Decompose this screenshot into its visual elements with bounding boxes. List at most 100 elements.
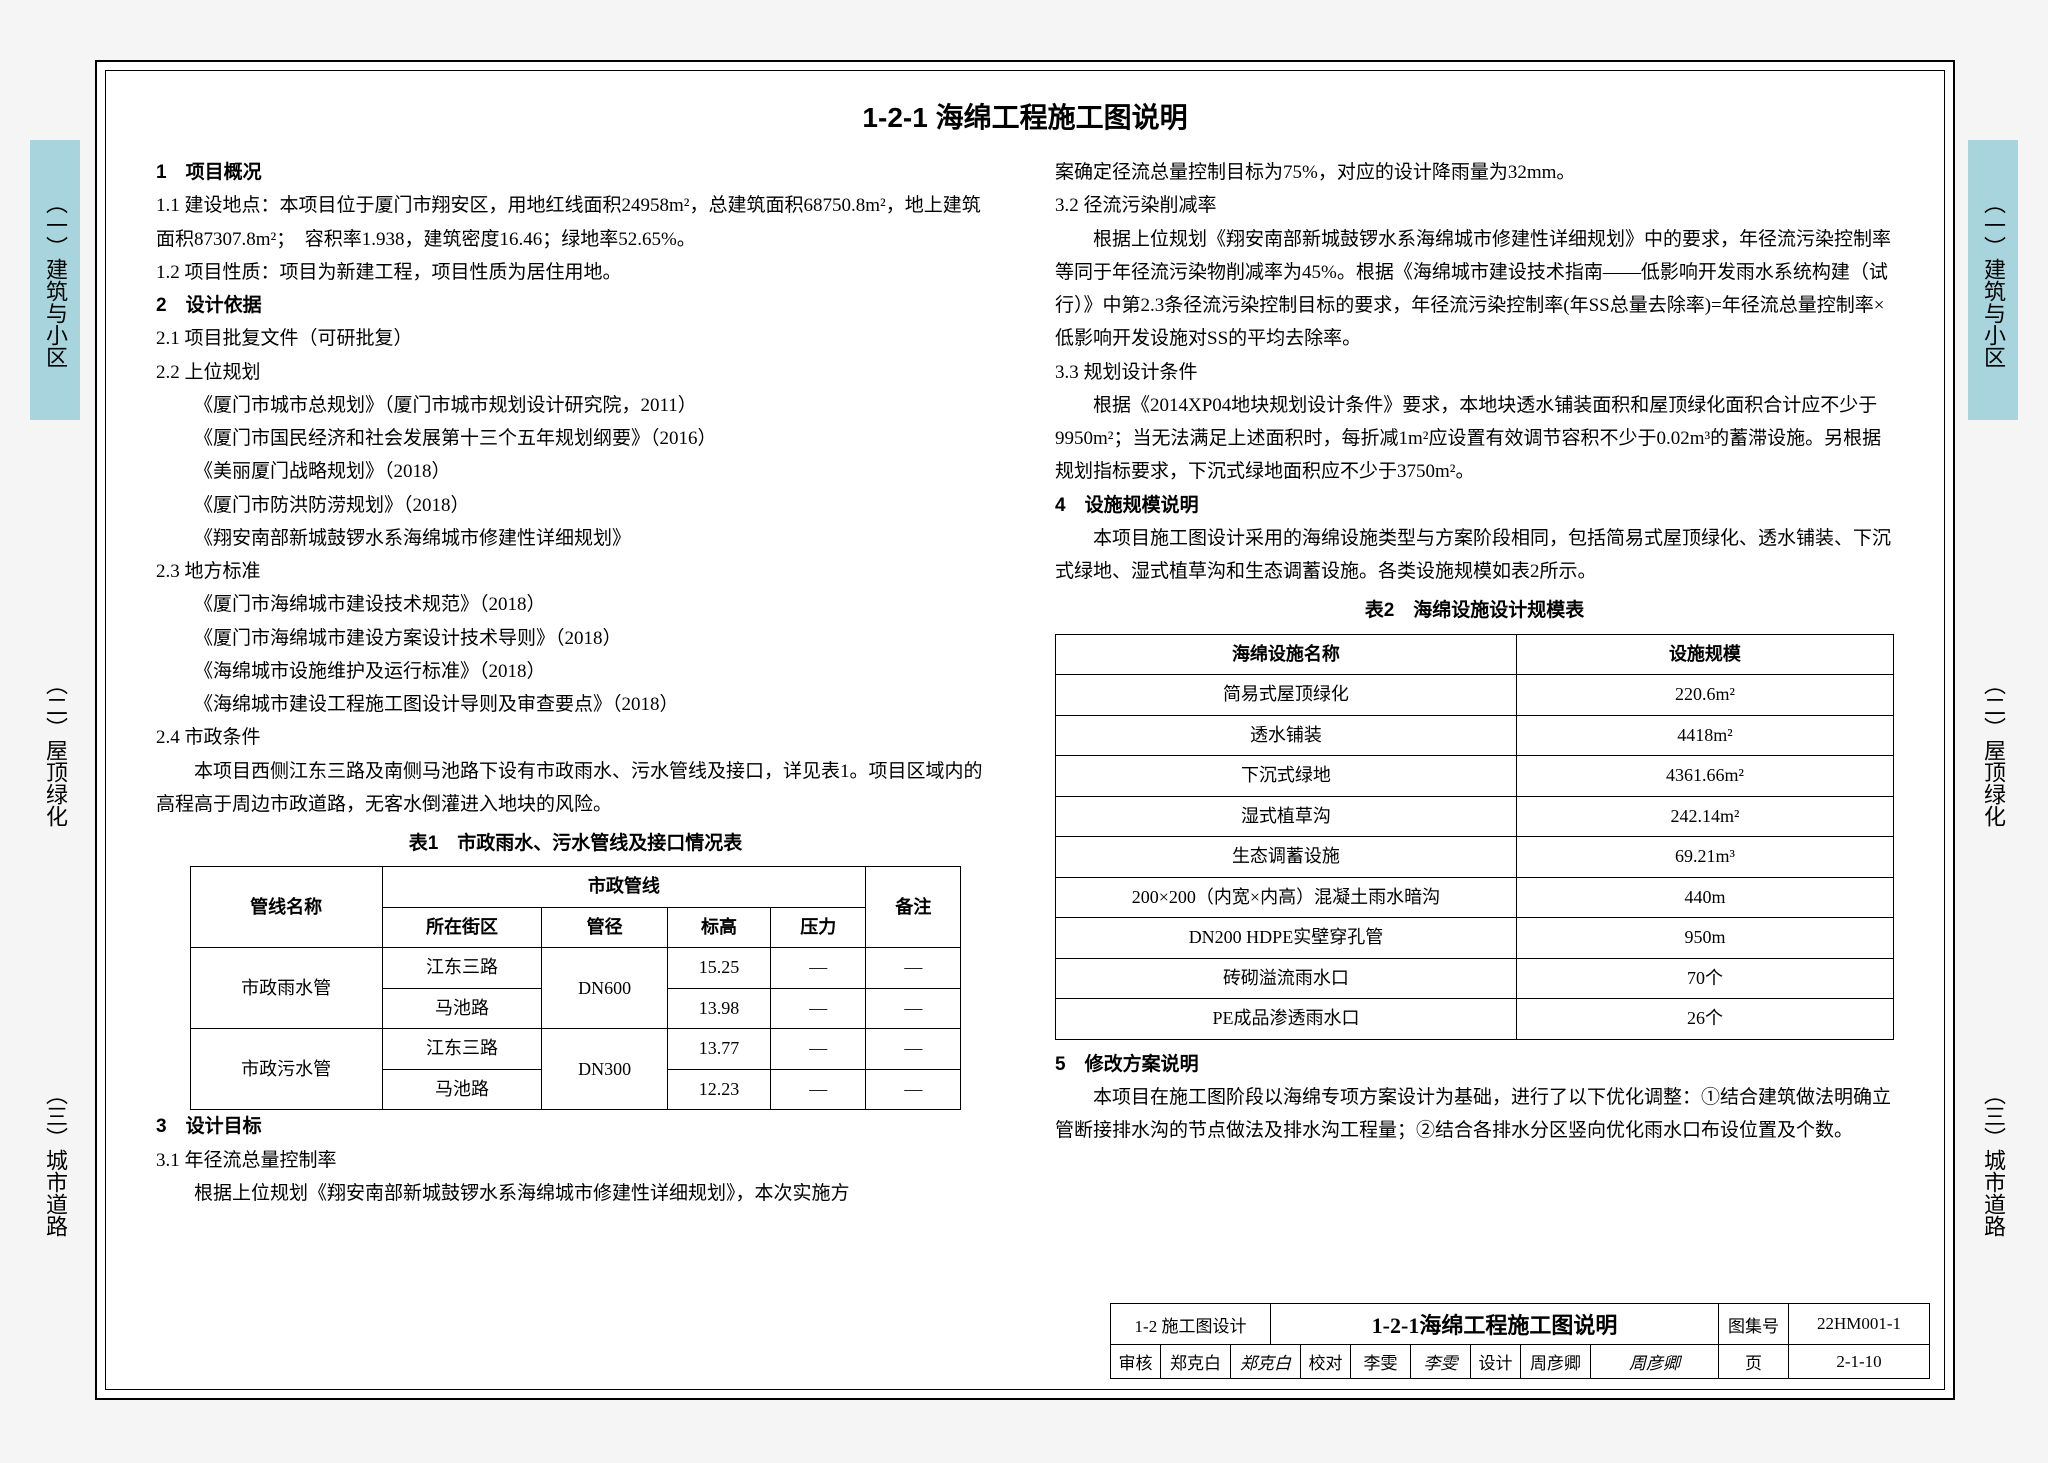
t2-r0-v: 220.6m²: [1516, 675, 1893, 716]
t2-r2-v: 4361.66m²: [1516, 756, 1893, 797]
side-tab-right-3: （三）城市道路: [1968, 1060, 2018, 1260]
t1-r3-street: 马池路: [382, 1069, 542, 1110]
t1-r2-name: 市政污水管: [190, 1029, 382, 1110]
s2-4: 2.4 市政条件: [156, 721, 995, 754]
tb-r1c3: 图集号: [1719, 1304, 1789, 1345]
tb-design-name: 周彦卿: [1521, 1345, 1591, 1378]
tb-design-label: 设计: [1471, 1345, 1521, 1378]
s2-2c: 《美丽厦门战略规划》（2018）: [156, 455, 995, 488]
tb-r1c1: 1-2 施工图设计: [1111, 1304, 1271, 1345]
table2: 海绵设施名称 设施规模 简易式屋顶绿化220.6m² 透水铺装4418m² 下沉…: [1055, 634, 1894, 1040]
tb-check-sig: 李雯: [1411, 1345, 1471, 1378]
s2-3a: 《厦门市海绵城市建设技术规范》（2018）: [156, 588, 995, 621]
t1-r1-elev: 13.98: [667, 988, 770, 1029]
t1-h-pipe: 市政管线: [382, 867, 866, 908]
t2-r5-n: 200×200（内宽×内高）混凝土雨水暗沟: [1056, 877, 1517, 918]
s1-head: 1 项目概况: [156, 156, 995, 189]
s1-2: 1.2 项目性质：项目为新建工程，项目性质为居住用地。: [156, 256, 995, 289]
table2-caption: 表2 海绵设施设计规模表: [1055, 594, 1894, 627]
t2-h1: 海绵设施名称: [1056, 634, 1517, 675]
s1-1: 1.1 建设地点：本项目位于厦门市翔安区，用地红线面积24958m²，总建筑面积…: [156, 189, 995, 256]
s3-2a: 根据上位规划《翔安南部新城鼓锣水系海绵城市修建性详细规划》中的要求，年径流污染控…: [1055, 223, 1894, 356]
t1-h-street: 所在街区: [382, 907, 542, 948]
t1-h-press: 压力: [771, 907, 866, 948]
side-tab-left-3: （三）城市道路: [30, 1060, 80, 1260]
s2-2e: 《翔安南部新城鼓锣水系海绵城市修建性详细规划》: [156, 522, 995, 555]
t2-r1-v: 4418m²: [1516, 715, 1893, 756]
t2-r3-v: 242.14m²: [1516, 796, 1893, 837]
t1-r1-street: 马池路: [382, 988, 542, 1029]
t2-r7-v: 70个: [1516, 958, 1893, 999]
tb-audit-sig: 郑克白: [1231, 1345, 1301, 1378]
s4-head: 4 设施规模说明: [1055, 489, 1894, 522]
tb-page-no: 2-1-10: [1789, 1345, 1929, 1378]
s3-2: 3.2 径流污染削减率: [1055, 189, 1894, 222]
t2-r4-v: 69.21m³: [1516, 837, 1893, 878]
s2-2d: 《厦门市防洪防涝规划》（2018）: [156, 489, 995, 522]
t1-r0-name: 市政雨水管: [190, 948, 382, 1029]
t1-r0-dia: DN600: [542, 948, 668, 1029]
s4-a: 本项目施工图设计采用的海绵设施类型与方案阶段相同，包括简易式屋顶绿化、透水铺装、…: [1055, 522, 1894, 589]
side-tab-left-2: （二）屋顶绿化: [30, 650, 80, 850]
t1-r1-remark: —: [866, 988, 961, 1029]
t2-r4-n: 生态调蓄设施: [1056, 837, 1517, 878]
s2-2a: 《厦门市城市总规划》（厦门市城市规划设计研究院，2011）: [156, 389, 995, 422]
tb-check-label: 校对: [1301, 1345, 1351, 1378]
right-column: 案确定径流总量控制目标为75%，对应的设计降雨量为32mm。 3.2 径流污染削…: [1055, 156, 1894, 1210]
s3-1a: 根据上位规划《翔安南部新城鼓锣水系海绵城市修建性详细规划》，本次实施方: [156, 1177, 995, 1210]
s5-head: 5 修改方案说明: [1055, 1048, 1894, 1081]
t2-r0-n: 简易式屋顶绿化: [1056, 675, 1517, 716]
t1-r0-remark: —: [866, 948, 961, 989]
t1-r2-dia: DN300: [542, 1029, 668, 1110]
s2-head: 2 设计依据: [156, 289, 995, 322]
content-columns: 1 项目概况 1.1 建设地点：本项目位于厦门市翔安区，用地红线面积24958m…: [106, 156, 1944, 1210]
title-block: 1-2 施工图设计 1-2-1海绵工程施工图说明 图集号 22HM001-1 审…: [1110, 1303, 1930, 1379]
left-column: 1 项目概况 1.1 建设地点：本项目位于厦门市翔安区，用地红线面积24958m…: [156, 156, 995, 1210]
t1-r3-remark: —: [866, 1069, 961, 1110]
t2-r2-n: 下沉式绿地: [1056, 756, 1517, 797]
s2-3d: 《海绵城市建设工程施工图设计导则及审查要点》（2018）: [156, 688, 995, 721]
s2-3: 2.3 地方标准: [156, 555, 995, 588]
page-frame: 1-2-1 海绵工程施工图说明 1 项目概况 1.1 建设地点：本项目位于厦门市…: [95, 60, 1955, 1400]
t1-r2-press: —: [771, 1029, 866, 1070]
t1-r2-remark: —: [866, 1029, 961, 1070]
tb-audit-name: 郑克白: [1161, 1345, 1231, 1378]
t2-r6-n: DN200 HDPE实壁穿孔管: [1056, 918, 1517, 959]
s5-a: 本项目在施工图阶段以海绵专项方案设计为基础，进行了以下优化调整：①结合建筑做法明…: [1055, 1081, 1894, 1148]
s3-1: 3.1 年径流总量控制率: [156, 1144, 995, 1177]
doc-title: 1-2-1 海绵工程施工图说明: [106, 96, 1944, 136]
s3-head: 3 设计目标: [156, 1110, 995, 1143]
t2-h2: 设施规模: [1516, 634, 1893, 675]
t1-r2-street: 江东三路: [382, 1029, 542, 1070]
table1: 管线名称 市政管线 备注 所在街区 管径 标高 压力 市政雨水管 江东三路 DN…: [190, 866, 962, 1110]
s2-2: 2.2 上位规划: [156, 356, 995, 389]
s2-1: 2.1 项目批复文件（可研批复）: [156, 322, 995, 355]
t2-r5-v: 440m: [1516, 877, 1893, 918]
t2-r8-n: PE成品渗透雨水口: [1056, 999, 1517, 1040]
t2-r1-n: 透水铺装: [1056, 715, 1517, 756]
t1-h-dia: 管径: [542, 907, 668, 948]
side-tab-right-1: （一）建筑与小区: [1968, 140, 2018, 420]
t1-r2-elev: 13.77: [667, 1029, 770, 1070]
t1-h-name: 管线名称: [190, 867, 382, 948]
tb-check-name: 李雯: [1351, 1345, 1411, 1378]
tb-design-sig: 周彦卿: [1591, 1345, 1719, 1378]
inner-border: 1-2-1 海绵工程施工图说明 1 项目概况 1.1 建设地点：本项目位于厦门市…: [105, 70, 1945, 1390]
t2-r7-n: 砖砌溢流雨水口: [1056, 958, 1517, 999]
table1-caption: 表1 市政雨水、污水管线及接口情况表: [156, 827, 995, 860]
t1-r0-street: 江东三路: [382, 948, 542, 989]
t2-r8-v: 26个: [1516, 999, 1893, 1040]
tb-r1c4: 22HM001-1: [1789, 1304, 1929, 1345]
t1-h-remark: 备注: [866, 867, 961, 948]
s2-3c: 《海绵城市设施维护及运行标准》（2018）: [156, 655, 995, 688]
s2-3b: 《厦门市海绵城市建设方案设计技术导则》（2018）: [156, 622, 995, 655]
side-tab-right-2: （二）屋顶绿化: [1968, 650, 2018, 850]
tb-r1c2: 1-2-1海绵工程施工图说明: [1271, 1304, 1719, 1345]
tb-page-label: 页: [1719, 1345, 1789, 1378]
t1-r0-elev: 15.25: [667, 948, 770, 989]
t1-h-elev: 标高: [667, 907, 770, 948]
t1-r0-press: —: [771, 948, 866, 989]
t1-r3-elev: 12.23: [667, 1069, 770, 1110]
s2-4a: 本项目西侧江东三路及南侧马池路下设有市政雨水、污水管线及接口，详见表1。项目区域…: [156, 755, 995, 822]
s3-3a: 根据《2014XP04地块规划设计条件》要求，本地块透水铺装面积和屋顶绿化面积合…: [1055, 389, 1894, 489]
